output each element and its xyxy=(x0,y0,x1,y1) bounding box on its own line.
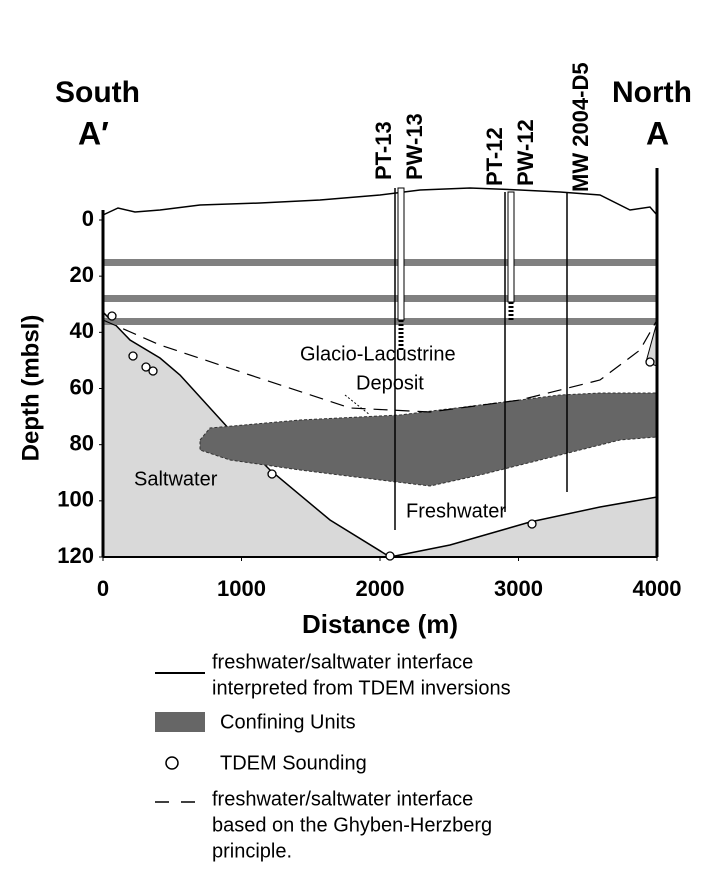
y-tick-label: 40 xyxy=(70,318,94,343)
confining-band xyxy=(103,259,657,266)
direction-label: South xyxy=(55,76,140,109)
y-tick-label: 0 xyxy=(82,206,94,231)
y-tick-label: 20 xyxy=(70,262,94,287)
well-label: PT-13 xyxy=(371,121,396,180)
section-label: A′ xyxy=(78,115,109,151)
legend-text: Confining Units xyxy=(220,711,356,733)
well-label: MW 2004-D5 xyxy=(568,62,593,192)
well-casing xyxy=(397,187,405,321)
x-tick-label: 2000 xyxy=(356,576,405,601)
y-tick-label: 60 xyxy=(70,374,94,399)
legend-text: freshwater/saltwater interface xyxy=(212,651,473,673)
annotation: Glacio-Lacustrine xyxy=(300,343,456,365)
x-tick-label: 4000 xyxy=(633,576,682,601)
legend-text: freshwater/saltwater interface xyxy=(212,788,473,810)
annotation: Saltwater xyxy=(134,468,218,490)
ghyben-herzberg-line xyxy=(102,319,658,413)
x-tick-label: 1000 xyxy=(217,576,266,601)
legend-text: principle. xyxy=(212,840,292,862)
annotation: Freshwater xyxy=(406,500,506,522)
legend-text: TDEM Sounding xyxy=(220,752,367,774)
section-label: A xyxy=(646,115,669,151)
well-casing xyxy=(507,191,515,303)
confining-band xyxy=(103,318,657,325)
legend-marker xyxy=(165,756,179,770)
well-label: PW-13 xyxy=(402,113,427,180)
x-tick-label: 3000 xyxy=(494,576,543,601)
x-axis-label: Distance (m) xyxy=(302,609,458,639)
well-label: PT-12 xyxy=(482,127,507,186)
legend-swatch xyxy=(155,712,205,732)
tdem-soundings xyxy=(107,311,655,561)
y-tick-label: 80 xyxy=(70,430,94,455)
x-tick-label: 0 xyxy=(97,576,109,601)
annotation: Deposit xyxy=(356,372,424,394)
leader-line xyxy=(344,394,371,416)
confining-band xyxy=(103,295,657,302)
direction-label: North xyxy=(612,76,692,109)
y-tick-label: 120 xyxy=(57,543,94,568)
y-tick-label: 100 xyxy=(57,487,94,512)
confining-unit xyxy=(199,392,658,487)
legend-text: based on the Ghyben-Herzberg xyxy=(212,814,492,836)
well-label: PW-12 xyxy=(513,119,538,186)
y-axis-label: Depth (mbsl) xyxy=(17,315,44,462)
legend-text: interpreted from TDEM inversions xyxy=(212,677,511,699)
